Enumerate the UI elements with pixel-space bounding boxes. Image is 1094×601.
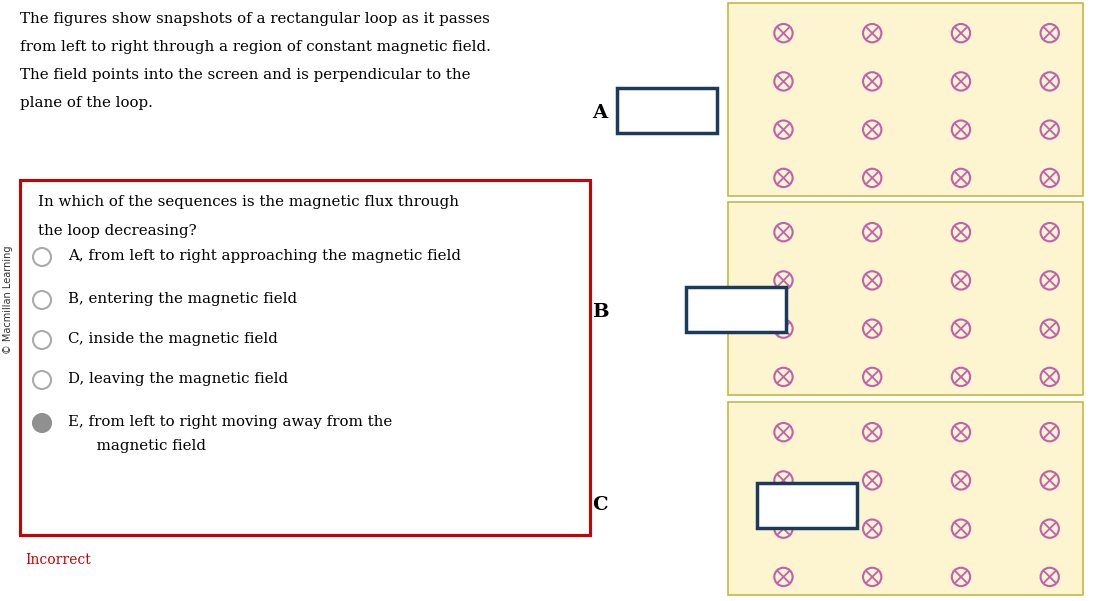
Bar bbox=[686, 287, 785, 332]
Bar bbox=[757, 483, 857, 528]
Text: magnetic field: magnetic field bbox=[68, 439, 206, 453]
Circle shape bbox=[33, 371, 51, 389]
Text: A, from left to right approaching the magnetic field: A, from left to right approaching the ma… bbox=[68, 249, 461, 263]
Text: E, from left to right moving away from the: E, from left to right moving away from t… bbox=[68, 415, 393, 429]
Bar bbox=[728, 3, 1083, 196]
Text: © Macmillan Learning: © Macmillan Learning bbox=[3, 246, 13, 354]
Text: D, leaving the magnetic field: D, leaving the magnetic field bbox=[68, 372, 288, 386]
Bar bbox=[728, 402, 1083, 595]
Circle shape bbox=[33, 414, 51, 432]
Text: Incorrect: Incorrect bbox=[25, 553, 91, 567]
Text: from left to right through a region of constant magnetic field.: from left to right through a region of c… bbox=[20, 40, 491, 54]
Text: The figures show snapshots of a rectangular loop as it passes: The figures show snapshots of a rectangu… bbox=[20, 12, 490, 26]
Bar bbox=[728, 202, 1083, 395]
Circle shape bbox=[33, 291, 51, 309]
Circle shape bbox=[33, 248, 51, 266]
Text: B, entering the magnetic field: B, entering the magnetic field bbox=[68, 292, 298, 306]
Text: C: C bbox=[592, 496, 608, 514]
Bar bbox=[617, 88, 717, 133]
Text: plane of the loop.: plane of the loop. bbox=[20, 96, 153, 110]
Text: A: A bbox=[593, 104, 607, 122]
Text: The field points into the screen and is perpendicular to the: The field points into the screen and is … bbox=[20, 68, 470, 82]
Bar bbox=[20, 180, 590, 535]
Text: the loop decreasing?: the loop decreasing? bbox=[38, 224, 197, 238]
Text: C, inside the magnetic field: C, inside the magnetic field bbox=[68, 332, 278, 346]
Circle shape bbox=[33, 331, 51, 349]
Text: In which of the sequences is the magnetic flux through: In which of the sequences is the magneti… bbox=[38, 195, 459, 209]
Text: B: B bbox=[592, 303, 608, 321]
